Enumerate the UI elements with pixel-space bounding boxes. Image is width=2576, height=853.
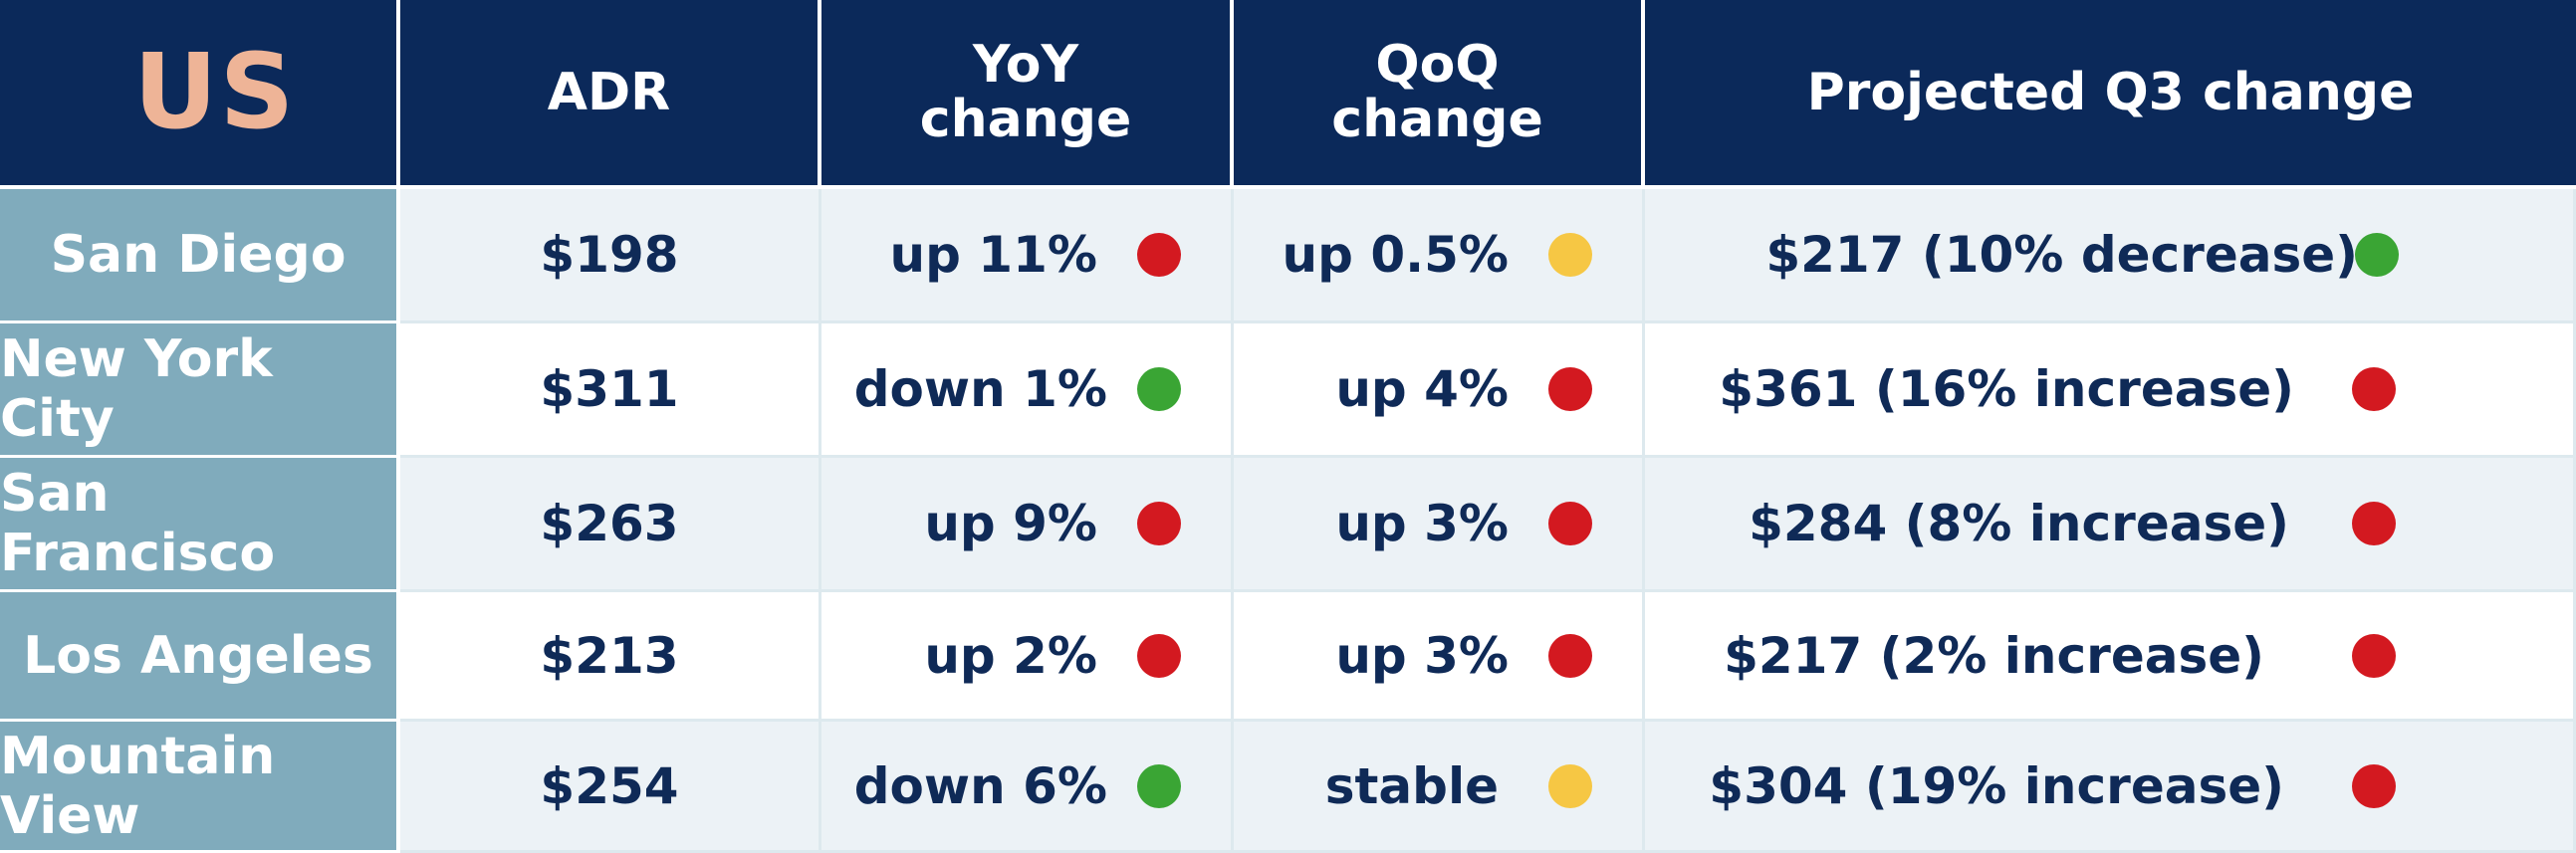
projected-cell: $284 (8% increase) <box>1645 458 2576 592</box>
city-cell: San Francisco <box>0 458 400 592</box>
status-dot-icon <box>1137 763 1181 808</box>
projected-value: $304 (19% increase) <box>1709 756 2284 815</box>
yoy-value: up 2% <box>924 626 1097 685</box>
projected-value: $217 (2% increase) <box>1724 626 2264 685</box>
projected-value: $361 (16% increase) <box>1719 360 2294 418</box>
yoy-cell: up 11% <box>821 189 1234 323</box>
header-qoq: QoQ change <box>1234 0 1645 189</box>
projected-cell: $217 (10% decrease) <box>1645 189 2576 323</box>
status-dot-icon <box>2352 633 2396 678</box>
yoy-value: up 11% <box>889 226 1097 284</box>
header-adr: ADR <box>400 0 821 189</box>
status-dot-icon <box>1137 367 1181 411</box>
yoy-value: down 1% <box>853 360 1107 418</box>
projected-cell: $361 (16% increase) <box>1645 323 2576 458</box>
header-corner-us: US <box>0 0 400 189</box>
projected-value: $217 (10% decrease) <box>1765 226 2358 284</box>
projected-cell: $217 (2% increase) <box>1645 592 2576 722</box>
qoq-cell: up 3% <box>1234 458 1645 592</box>
qoq-cell: up 0.5% <box>1234 189 1645 323</box>
status-dot-icon <box>2355 233 2399 277</box>
qoq-value: up 4% <box>1335 360 1509 418</box>
qoq-cell: up 4% <box>1234 323 1645 458</box>
status-dot-icon <box>1548 502 1592 545</box>
city-cell: San Diego <box>0 189 400 323</box>
yoy-cell: down 6% <box>821 722 1234 853</box>
yoy-value: down 6% <box>853 756 1107 815</box>
city-cell: New York City <box>0 323 400 458</box>
status-dot-icon <box>2352 502 2396 545</box>
qoq-value: up 0.5% <box>1282 226 1509 284</box>
yoy-cell: up 9% <box>821 458 1234 592</box>
status-dot-icon <box>2352 763 2396 808</box>
status-dot-icon <box>1137 502 1181 545</box>
yoy-cell: down 1% <box>821 323 1234 458</box>
qoq-cell: up 3% <box>1234 592 1645 722</box>
qoq-value: up 3% <box>1335 495 1509 552</box>
status-dot-icon <box>1548 367 1592 411</box>
header-yoy-line1: YoY <box>972 35 1079 96</box>
status-dot-icon <box>1137 633 1181 678</box>
city-cell: Mountain View <box>0 722 400 853</box>
qoq-value: up 3% <box>1335 626 1509 685</box>
adr-cell: $311 <box>400 323 821 458</box>
header-qoq-line1: QoQ <box>1375 35 1500 96</box>
projected-value: $284 (8% increase) <box>1749 495 2289 552</box>
header-qoq-line2: change <box>1331 90 1543 149</box>
status-dot-icon <box>1548 233 1592 277</box>
qoq-value: stable <box>1324 756 1499 815</box>
header-projected: Projected Q3 change <box>1645 0 2576 189</box>
adr-cell: $198 <box>400 189 821 323</box>
adr-cell: $254 <box>400 722 821 853</box>
header-yoy-line2: change <box>919 90 1132 149</box>
status-dot-icon <box>1548 633 1592 678</box>
adr-cell: $213 <box>400 592 821 722</box>
header-yoy: YoY change <box>821 0 1234 189</box>
city-cell: Los Angeles <box>0 592 400 722</box>
projected-cell: $304 (19% increase) <box>1645 722 2576 853</box>
status-dot-icon <box>1548 763 1592 808</box>
adr-cell: $263 <box>400 458 821 592</box>
yoy-value: up 9% <box>924 495 1097 552</box>
yoy-cell: up 2% <box>821 592 1234 722</box>
qoq-cell: stable <box>1234 722 1645 853</box>
status-dot-icon <box>1137 233 1181 277</box>
status-dot-icon <box>2352 367 2396 411</box>
